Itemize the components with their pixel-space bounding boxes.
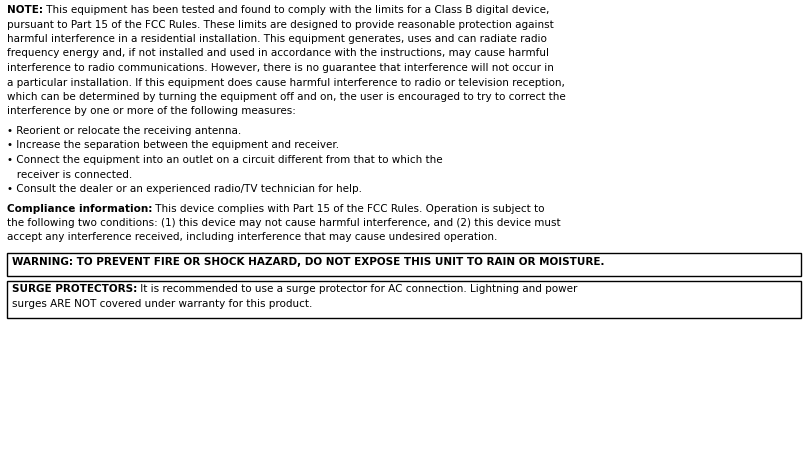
Text: receiver is connected.: receiver is connected. [7, 170, 133, 179]
Text: interference to radio communications. However, there is no guarantee that interf: interference to radio communications. Ho… [7, 63, 553, 73]
Text: • Increase the separation between the equipment and receiver.: • Increase the separation between the eq… [7, 141, 339, 151]
Text: SURGE PROTECTORS:: SURGE PROTECTORS: [12, 285, 137, 295]
Bar [7, 253, 801, 275]
Text: WARNING: TO PREVENT FIRE OR SHOCK HAZARD, DO NOT EXPOSE THIS UNIT TO RAIN OR MOI: WARNING: TO PREVENT FIRE OR SHOCK HAZARD… [12, 257, 604, 267]
Text: Compliance information:: Compliance information: [7, 204, 153, 213]
Text: the following two conditions: (1) this device may not cause harmful interference: the following two conditions: (1) this d… [7, 218, 561, 228]
Text: This device complies with Part 15 of the FCC Rules. Operation is subject to: This device complies with Part 15 of the… [153, 204, 545, 213]
Text: frequency energy and, if not installed and used in accordance with the instructi: frequency energy and, if not installed a… [7, 48, 549, 59]
Text: It is recommended to use a surge protector for AC connection. Lightning and powe: It is recommended to use a surge protect… [137, 285, 578, 295]
Text: • Reorient or relocate the receiving antenna.: • Reorient or relocate the receiving ant… [7, 126, 242, 136]
Text: NOTE:: NOTE: [7, 5, 43, 15]
Text: interference by one or more of the following measures:: interference by one or more of the follo… [7, 107, 296, 116]
Text: • Consult the dealer or an experienced radio/TV technician for help.: • Consult the dealer or an experienced r… [7, 184, 362, 194]
Text: • Connect the equipment into an outlet on a circuit different from that to which: • Connect the equipment into an outlet o… [7, 155, 443, 165]
Text: pursuant to Part 15 of the FCC Rules. These limits are designed to provide reaso: pursuant to Part 15 of the FCC Rules. Th… [7, 20, 553, 29]
Text: a particular installation. If this equipment does cause harmful interference to : a particular installation. If this equip… [7, 77, 565, 88]
Text: which can be determined by turning the equipment off and on, the user is encoura: which can be determined by turning the e… [7, 92, 566, 102]
Text: accept any interference received, including interference that may cause undesire: accept any interference received, includ… [7, 233, 498, 242]
Text: This equipment has been tested and found to comply with the limits for a Class B: This equipment has been tested and found… [43, 5, 549, 15]
Bar [7, 281, 801, 317]
Text: harmful interference in a residential installation. This equipment generates, us: harmful interference in a residential in… [7, 34, 547, 44]
Text: surges ARE NOT covered under warranty for this product.: surges ARE NOT covered under warranty fo… [12, 299, 313, 309]
